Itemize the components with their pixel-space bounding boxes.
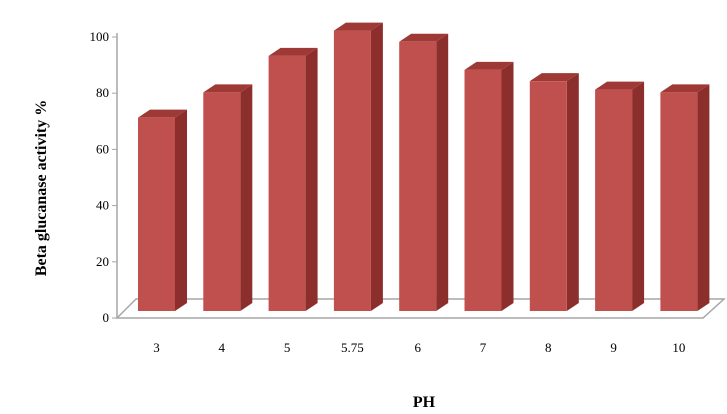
x-tick-label: 3	[153, 340, 160, 355]
y-axis-title: Beta glucanase activity %	[33, 100, 50, 276]
bar-front	[203, 92, 241, 311]
x-tick-labels: 3 4 5 5.75 6 7 8 9 10	[153, 340, 685, 355]
bar	[595, 81, 645, 311]
bar-side	[632, 81, 645, 311]
bar-top	[333, 22, 383, 31]
bar-side	[240, 84, 253, 311]
x-tick-label: 7	[480, 340, 487, 355]
bar	[138, 109, 187, 312]
y-tick-label: 100	[90, 29, 110, 44]
y-tick-label: 40	[96, 198, 109, 213]
y-tick-label: 0	[103, 310, 110, 325]
y-tick-labels: 0 20 40 60 80 100	[90, 29, 117, 325]
y-tick-label: 20	[96, 254, 109, 269]
bar-top	[203, 84, 253, 93]
bar	[529, 73, 579, 312]
bar-top	[595, 81, 645, 90]
bar-front	[464, 69, 502, 311]
bar	[464, 61, 514, 311]
x-tick-label: 8	[545, 340, 552, 355]
x-tick-label: 6	[414, 340, 421, 355]
bar-front	[399, 41, 437, 312]
bar-front	[660, 92, 698, 311]
bar-side	[566, 73, 579, 312]
bar-side	[370, 22, 383, 311]
bar-side	[501, 61, 514, 311]
bar-side	[697, 84, 710, 311]
bar	[399, 33, 449, 312]
bar-front	[595, 89, 633, 311]
x-axis-title: PH	[413, 394, 436, 411]
bar-top	[138, 109, 187, 118]
bar-top	[660, 84, 710, 93]
y-tick-label: 60	[96, 141, 109, 156]
bar-front	[138, 117, 175, 312]
y-tick-label: 80	[96, 85, 109, 100]
bar	[660, 84, 710, 311]
bar-front	[268, 55, 306, 311]
bar-side	[175, 109, 187, 312]
x-tick-label: 4	[219, 340, 226, 355]
bar-front	[529, 81, 567, 312]
bar	[333, 22, 383, 311]
bars	[138, 22, 710, 312]
bar-top	[268, 47, 318, 56]
bar-top	[399, 33, 449, 42]
x-tick-label: 5.75	[341, 340, 364, 355]
bar	[268, 47, 318, 312]
bar-top	[529, 73, 579, 82]
bar-side	[305, 47, 318, 312]
x-tick-label: 9	[610, 340, 617, 355]
bar-side	[436, 33, 449, 312]
bar	[203, 84, 253, 311]
bar-top	[464, 61, 514, 70]
bar-front	[333, 30, 371, 311]
x-tick-label: 10	[672, 340, 685, 355]
x-tick-label: 5	[284, 340, 291, 355]
